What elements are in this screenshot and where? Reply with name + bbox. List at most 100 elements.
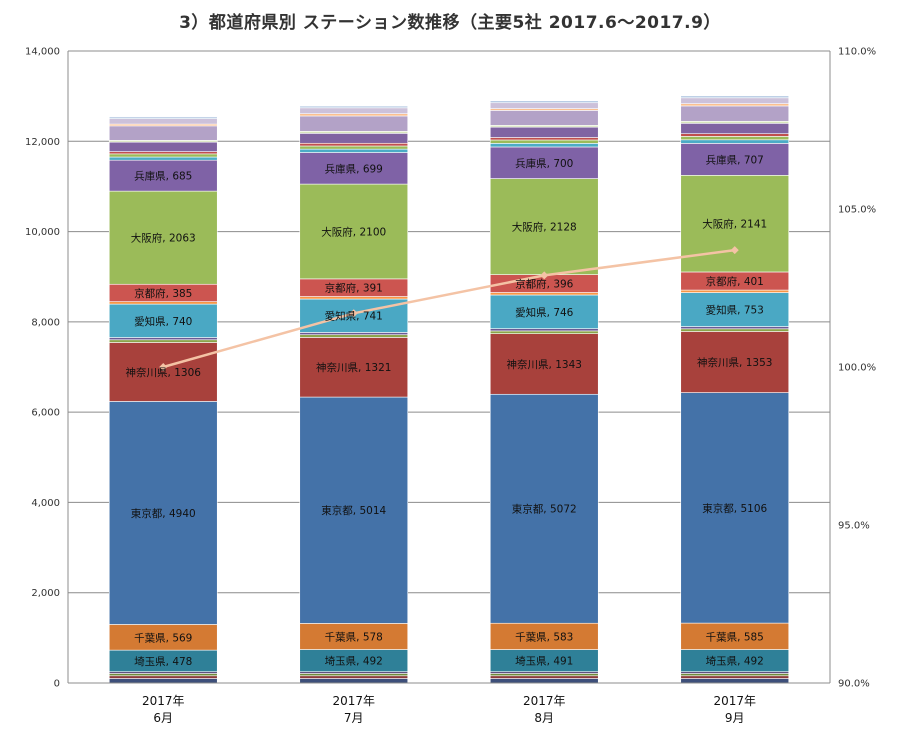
bar-segment <box>680 326 790 330</box>
data-label: 東京都, 5072 <box>512 503 577 516</box>
y-tick-label: 0 <box>54 679 60 690</box>
line-layer <box>159 246 739 371</box>
data-label: 愛知県, 741 <box>325 310 383 323</box>
bar-segment <box>489 139 599 144</box>
category-label: 8月 <box>534 711 554 725</box>
bar-segment <box>680 103 790 107</box>
bar-segment <box>489 675 599 679</box>
data-label: 愛知県, 746 <box>515 306 574 319</box>
bar-segment <box>489 330 599 334</box>
data-label: 埼玉県, 492 <box>325 655 383 668</box>
data-label: 東京都, 5014 <box>321 504 386 517</box>
bar-segment <box>489 622 599 650</box>
bar-segment <box>489 137 599 141</box>
y-tick-label: 10,000 <box>25 227 60 238</box>
y2-tick-label: 95.0% <box>838 521 870 532</box>
data-label: 神奈川県, 1321 <box>316 361 391 374</box>
category-label: 6月 <box>153 711 173 725</box>
data-label: 千葉県, 578 <box>325 630 383 643</box>
bar-segment <box>489 673 599 677</box>
data-label: 兵庫県, 685 <box>134 170 192 183</box>
bar-segment <box>680 675 790 679</box>
bar-segment <box>489 393 599 624</box>
data-label: 千葉県, 585 <box>706 630 764 643</box>
bar-segment <box>108 675 218 679</box>
bar-segment <box>489 102 599 109</box>
bar-segment <box>680 123 790 135</box>
bar-segment <box>108 401 218 625</box>
y-tick-label: 2,000 <box>31 588 60 599</box>
growth-point <box>349 309 358 318</box>
bar-segment <box>680 133 790 137</box>
bars-layer <box>108 95 790 684</box>
data-label: 東京都, 5106 <box>702 502 767 515</box>
growth-line <box>162 248 735 369</box>
bar-segment <box>489 333 599 395</box>
data-label: 大阪府, 2141 <box>702 218 767 231</box>
data-label: 京都府, 391 <box>325 282 383 295</box>
data-label: 千葉県, 583 <box>515 630 573 643</box>
bar-segment <box>108 337 218 341</box>
data-label: 東京都, 4940 <box>131 507 196 520</box>
bar-segment <box>108 118 218 125</box>
data-label: 神奈川県, 1306 <box>126 366 202 379</box>
category-label: 2017年 <box>523 694 566 708</box>
data-label: 神奈川県, 1343 <box>507 358 582 371</box>
data-label: 京都府, 396 <box>515 278 574 291</box>
bar-segment <box>108 151 218 155</box>
bar-segment <box>680 622 790 650</box>
y-tick-label: 4,000 <box>31 498 60 509</box>
data-label: 埼玉県, 491 <box>515 655 573 668</box>
bar-segment <box>299 115 409 132</box>
bar-segment <box>489 100 599 104</box>
y2-tick-label: 105.0% <box>838 205 876 216</box>
bar-segment <box>680 678 790 684</box>
bar-segment <box>489 178 599 275</box>
data-label: 大阪府, 2100 <box>321 225 386 238</box>
bar-segment <box>489 110 599 126</box>
data-label: 京都府, 385 <box>134 287 192 300</box>
bar-segment <box>108 624 218 651</box>
bar-segment <box>299 678 409 684</box>
bar-segment <box>680 143 790 176</box>
bar-segment <box>299 145 409 150</box>
bar-segment <box>299 105 409 109</box>
data-label: 千葉県, 569 <box>134 631 192 644</box>
bar-segment <box>680 673 790 677</box>
data-label: 愛知県, 753 <box>706 304 764 317</box>
category-label: 9月 <box>725 711 745 725</box>
bar-segment <box>299 337 409 398</box>
data-label: 神奈川県, 1353 <box>697 356 772 369</box>
axes-layer: 0 2,000 4,000 6,000 8,000 10,000 12,000 14,000 9… <box>25 47 876 726</box>
bar-segment <box>299 332 409 336</box>
bar-segment <box>108 153 218 158</box>
category-label: 2017年 <box>142 694 185 708</box>
bar-segment <box>489 678 599 684</box>
bar-segment <box>299 142 409 147</box>
bar-segment <box>299 396 409 624</box>
data-label: 埼玉県, 492 <box>706 655 764 668</box>
bar-segment <box>108 673 218 677</box>
bar-segment <box>108 342 218 402</box>
bar-segment <box>299 183 409 280</box>
data-label: 大阪府, 2063 <box>131 232 196 245</box>
bar-segment <box>680 97 790 104</box>
bar-segment <box>680 95 790 99</box>
bar-segment <box>108 141 218 152</box>
data-label: 大阪府, 2128 <box>512 221 577 234</box>
bar-segment <box>299 673 409 677</box>
bar-segment <box>108 116 218 119</box>
y2-tick-label: 100.0% <box>838 363 876 374</box>
bar-segment <box>108 303 218 338</box>
bar-segment <box>680 392 790 624</box>
bar-segment <box>299 334 409 338</box>
data-label: 愛知県, 740 <box>134 315 192 328</box>
bar-segment <box>108 156 218 161</box>
bar-segment <box>108 301 218 305</box>
y2-tick-label: 90.0% <box>838 679 870 690</box>
bar-segment <box>680 292 790 327</box>
y-tick-label: 8,000 <box>31 317 60 328</box>
y-tick-label: 6,000 <box>31 408 60 419</box>
